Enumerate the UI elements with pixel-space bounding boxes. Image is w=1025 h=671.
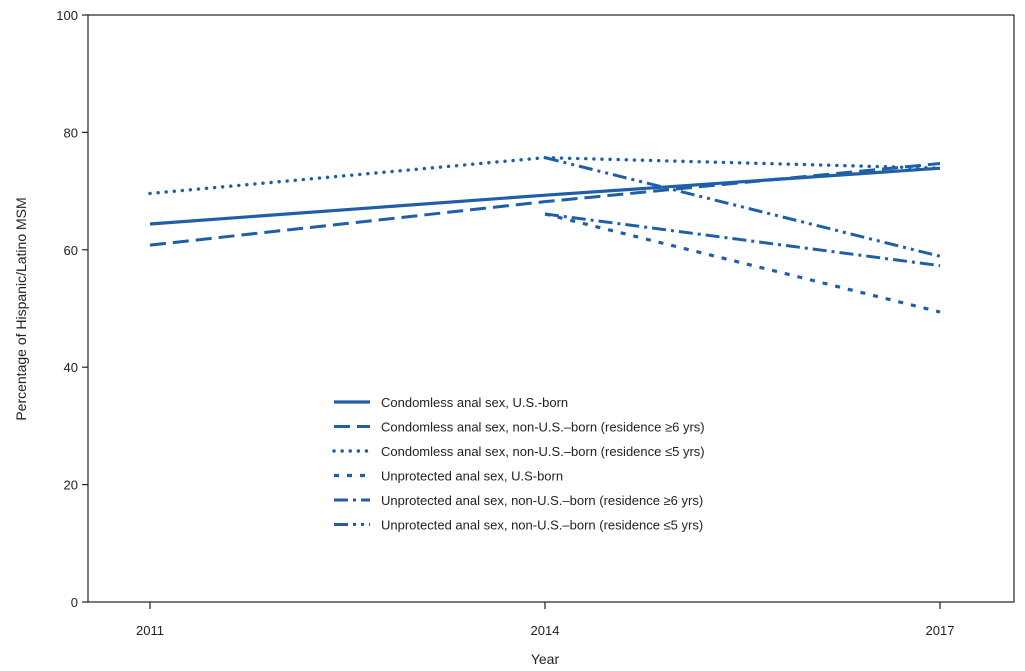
series-lines	[148, 155, 942, 314]
x-tick-label: 2017	[926, 623, 955, 638]
x-tick-label: 2014	[531, 623, 560, 638]
series-line-6	[544, 156, 941, 258]
series-line-5	[544, 212, 941, 268]
y-axis-title: Percentage of Hispanic/Latino MSM	[13, 197, 29, 420]
y-tick-label: 60	[64, 243, 78, 258]
y-tick-label: 40	[64, 360, 78, 375]
x-axis: 2011 2014 2017	[136, 602, 954, 638]
plot-frame	[87, 14, 1015, 603]
legend-label-3: Condomless anal sex, non-U.S.–born (resi…	[381, 444, 705, 459]
series-line-1	[149, 166, 941, 226]
y-axis: 0 20 40 60 80 100	[56, 8, 88, 610]
legend-label-4: Unprotected anal sex, U.S-born	[381, 469, 563, 484]
legend: Condomless anal sex, U.S.-born Condomless…	[332, 395, 705, 533]
legend-label-5: Unprotected anal sex, non-U.S.–born (res…	[381, 493, 703, 508]
series-line-4	[544, 212, 941, 314]
x-tick-label: 2011	[136, 623, 164, 638]
y-tick-label: 100	[56, 8, 78, 23]
legend-label-1: Condomless anal sex, U.S.-born	[381, 395, 568, 410]
x-axis-title: Year	[531, 651, 560, 667]
legend-label-2: Condomless anal sex, non-U.S.–born (resi…	[381, 420, 705, 435]
series-line-2	[149, 162, 941, 247]
y-tick-label: 0	[71, 595, 78, 610]
y-tick-label: 20	[64, 478, 78, 493]
legend-label-6: Unprotected anal sex, non-U.S.–born (res…	[381, 518, 703, 533]
y-tick-label: 80	[64, 125, 78, 140]
